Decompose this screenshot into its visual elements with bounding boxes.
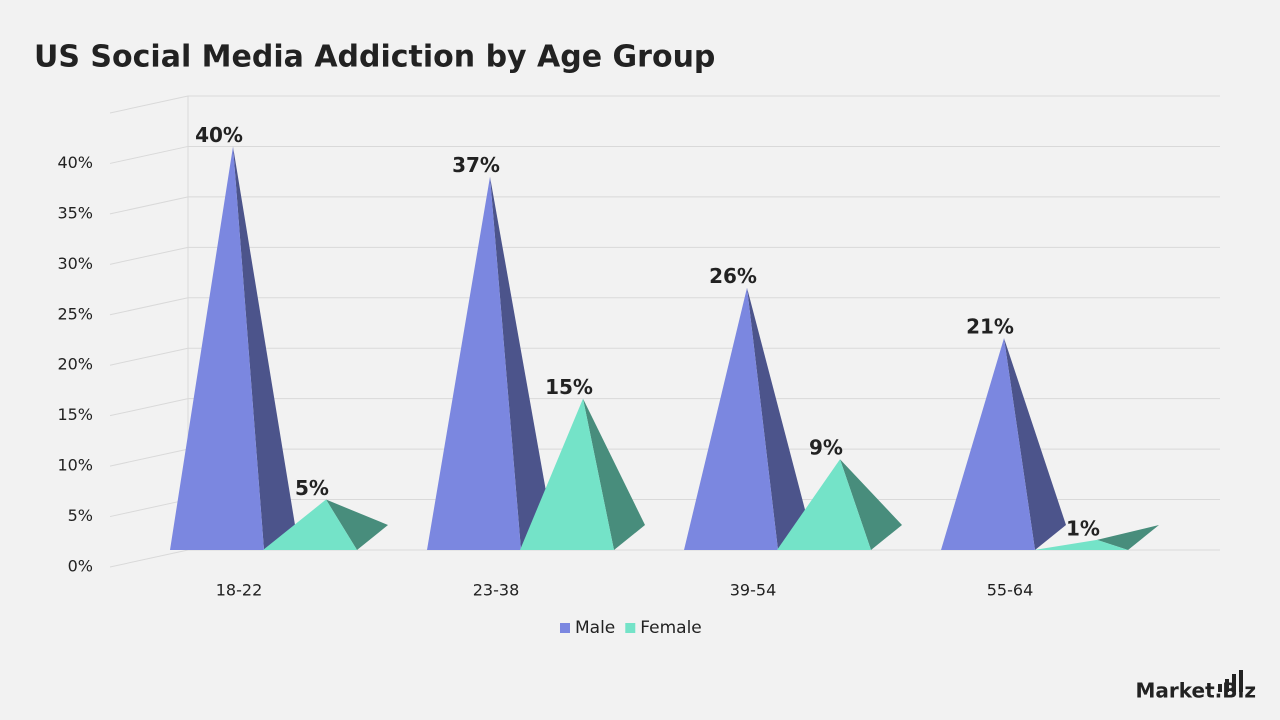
grid-line	[109, 196, 1220, 215]
pyramid-front	[263, 499, 357, 550]
data-label: 1%	[1066, 516, 1100, 540]
pyramid-front	[1034, 539, 1128, 550]
grid-side	[109, 549, 189, 568]
pyramid-front	[777, 459, 871, 550]
x-tick-label: 39-54	[730, 581, 777, 600]
pyramid-front	[684, 287, 778, 550]
grid-line	[109, 246, 1220, 265]
grid-side	[109, 297, 189, 316]
pyramid	[170, 146, 295, 550]
legend-item: Male	[560, 618, 615, 638]
pyramid-side	[326, 499, 388, 550]
pyramid-side	[1004, 338, 1066, 550]
y-tick-label: 15%	[57, 405, 93, 424]
y-tick-label: 40%	[57, 153, 93, 172]
grid-line	[109, 297, 1220, 316]
y-tick-label: 35%	[57, 203, 93, 222]
grid-line	[109, 347, 1220, 366]
y-tick-label: 25%	[57, 304, 93, 323]
pyramid-front	[170, 146, 264, 550]
data-label: 15%	[545, 375, 593, 399]
grid-line	[109, 95, 189, 114]
grid-line	[109, 398, 1220, 417]
logo: Market.Biz	[1136, 679, 1257, 703]
data-label: 37%	[452, 153, 500, 177]
grid-side	[109, 145, 189, 164]
legend-item: Female	[625, 618, 702, 638]
x-tick-label: 55-64	[987, 581, 1034, 600]
legend-swatch	[560, 623, 570, 633]
pyramid-side	[1097, 525, 1159, 550]
pyramid	[263, 499, 388, 550]
pyramid-side	[490, 176, 552, 550]
grid-side	[109, 398, 189, 417]
logo-icon	[1218, 670, 1243, 692]
data-label: 5%	[295, 476, 329, 500]
grid-line	[109, 448, 1220, 467]
chart-title: US Social Media Addiction by Age Group	[34, 40, 715, 75]
legend-label: Male	[575, 618, 615, 638]
pyramid	[777, 459, 902, 550]
pyramid-side	[583, 398, 645, 550]
grid-side	[109, 196, 189, 215]
grid-side	[109, 347, 189, 366]
pyramid	[684, 287, 809, 550]
y-tick-label: 30%	[57, 254, 93, 273]
y-tick-label: 0%	[68, 557, 93, 576]
grid-side	[109, 448, 189, 467]
y-tick-label: 20%	[57, 355, 93, 374]
x-tick-label: 23-38	[473, 581, 520, 600]
pyramid-front	[941, 338, 1035, 550]
legend-swatch	[625, 623, 636, 633]
grid-side	[109, 499, 189, 518]
pyramid	[941, 338, 1066, 550]
x-tick-label: 18-22	[216, 581, 263, 600]
grid-line	[109, 145, 1220, 164]
pyramid-side	[233, 146, 295, 550]
data-label: 40%	[195, 123, 243, 147]
legend-label: Female	[640, 618, 701, 638]
pyramid-front	[520, 398, 614, 550]
grid-side	[109, 246, 189, 265]
y-tick-label: 10%	[57, 456, 93, 475]
y-tick-label: 5%	[68, 506, 93, 525]
pyramid	[1034, 525, 1159, 550]
data-label: 26%	[709, 264, 757, 288]
pyramid-side	[840, 459, 902, 550]
pyramid	[520, 398, 645, 550]
data-label: 9%	[809, 436, 843, 460]
data-label: 21%	[966, 315, 1014, 339]
pyramid-side	[747, 287, 809, 550]
pyramid	[427, 176, 552, 550]
pyramid-front	[427, 176, 521, 550]
